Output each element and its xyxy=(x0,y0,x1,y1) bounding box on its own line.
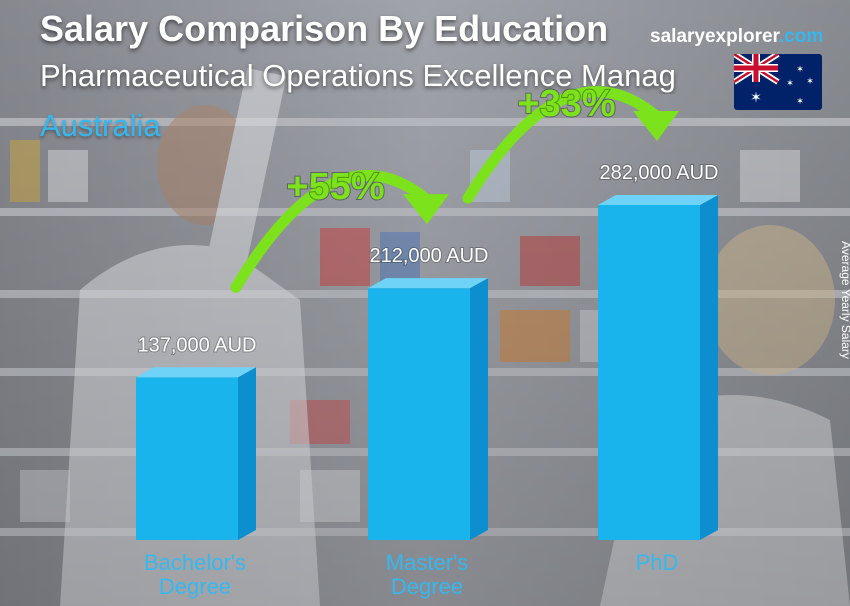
svg-text:✶: ✶ xyxy=(796,65,804,75)
bar xyxy=(136,377,238,540)
value-label: 137,000 AUD xyxy=(138,334,257,356)
x-tick-label: Degree xyxy=(159,574,231,599)
growth-arrow xyxy=(462,86,661,204)
brand-part-3: .com xyxy=(778,26,824,47)
svg-text:✶: ✶ xyxy=(796,97,804,107)
svg-text:✶: ✶ xyxy=(786,79,794,89)
growth-arrow xyxy=(230,170,431,293)
arrow-head xyxy=(403,194,449,225)
x-tick-label: Degree xyxy=(391,574,463,599)
page-title: Salary Comparison By Education xyxy=(40,8,609,49)
bar-side xyxy=(470,278,488,540)
brand-logo[interactable]: salaryexplorer.com xyxy=(650,26,823,48)
svg-text:✶: ✶ xyxy=(806,77,814,87)
bar-top xyxy=(368,278,488,289)
brand-part-2: explorer xyxy=(704,26,779,47)
job-title: Pharmaceutical Operations Excellence Man… xyxy=(40,58,676,93)
australia-flag-icon: ✶ ✶ ✶ ✶ ✶ xyxy=(734,54,822,110)
arrow-head xyxy=(633,111,679,141)
bar-side xyxy=(700,195,718,540)
country-name: Australia xyxy=(40,108,161,143)
svg-text:✶: ✶ xyxy=(750,90,762,106)
brand-part-1: salary xyxy=(650,26,705,47)
x-tick-label: Master's xyxy=(386,550,468,575)
x-tick-label: PhD xyxy=(636,550,679,575)
bar xyxy=(598,205,700,540)
x-tick-label: Bachelor's xyxy=(144,550,246,575)
value-label: 282,000 AUD xyxy=(600,162,719,184)
bar-top xyxy=(136,367,256,378)
percent-label: +33% xyxy=(517,83,615,125)
value-label: 212,000 AUD xyxy=(370,245,489,267)
y-axis-label: Average Yearly Salary xyxy=(839,241,850,359)
bar-side xyxy=(238,367,256,540)
bar-top xyxy=(598,195,718,205)
percent-label: +55% xyxy=(286,166,384,208)
bar xyxy=(368,288,470,540)
